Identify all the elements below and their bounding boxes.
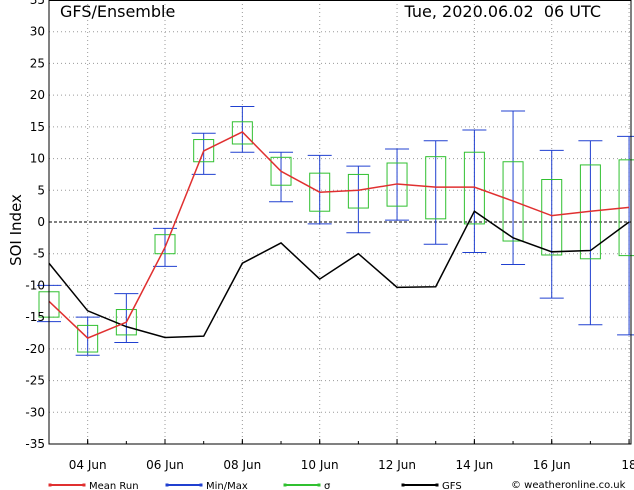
x-tick-label: 18 [621,458,634,472]
legend-marker [317,483,321,487]
y-tick-label: -30 [25,405,45,419]
chart-title: GFS/Ensemble [60,2,175,21]
legend-item: Min/Max [165,481,248,490]
legend-label: Mean Run [89,481,139,490]
y-tick-label: 0 [37,215,45,229]
x-tick-label: 12 Jun [378,458,416,472]
sigma-box [77,324,99,353]
y-tick-label: -10 [25,278,45,292]
y-tick-label: 15 [30,120,45,134]
y-tick-label: -35 [25,437,45,451]
y-tick-label: -20 [25,342,45,356]
x-tick-label: 14 Jun [455,458,493,472]
legend-item: GFS [401,481,462,490]
sigma-box [541,179,563,256]
gfs-line [48,210,630,339]
grid-layer [48,0,631,444]
legend-item: σ [283,481,331,490]
sigma-box [270,156,292,186]
y-tick-label: -25 [25,374,45,388]
sigma-box [154,234,176,255]
sigma-box [193,139,215,163]
y-axis-label: SOI Index [7,194,25,266]
x-tick-label: 06 Jun [146,458,184,472]
legend-marker [435,483,439,487]
sigma-box [502,161,524,242]
legend-label: GFS [442,481,462,490]
sigma-box [231,121,253,145]
x-tick-label: 10 Jun [301,458,339,472]
y-tick-label: 10 [30,152,45,166]
legend-marker [283,483,287,487]
x-tick-label: 04 Jun [69,458,107,472]
y-tick-label: 30 [30,25,45,39]
legend-marker [165,483,169,487]
y-tick-label: -15 [25,310,45,324]
x-tick-label: 08 Jun [223,458,261,472]
mean-run-line [48,131,630,339]
legend: Mean Run Min/Max σ GFS [48,481,462,490]
legend-marker [82,483,86,487]
series-layer [37,106,634,356]
plot-frame [48,0,632,445]
legend-item: Mean Run [48,481,139,490]
legend-marker [401,483,405,487]
y-tick-label: 25 [30,56,45,70]
x-tick-label: 16 Jun [533,458,571,472]
y-tick-label: -5 [33,247,45,261]
credit-text: © weatheronline.co.uk [511,480,626,490]
legend-label: σ [324,481,331,490]
y-tick-label: 35 [30,0,45,7]
legend-marker [48,483,52,487]
axis-labels: -35 -30 -25 -20 -15 -10 -5 0 5 10 15 20 25 30 35 04 Jun… [25,0,634,472]
legend-marker [199,483,203,487]
chart-subtitle: Tue, 2020.06.02 06 UTC [404,2,601,21]
y-tick-label: 20 [30,88,45,102]
legend-label: Min/Max [206,481,248,490]
sigma-box [463,151,485,225]
y-tick-label: 5 [37,183,45,197]
